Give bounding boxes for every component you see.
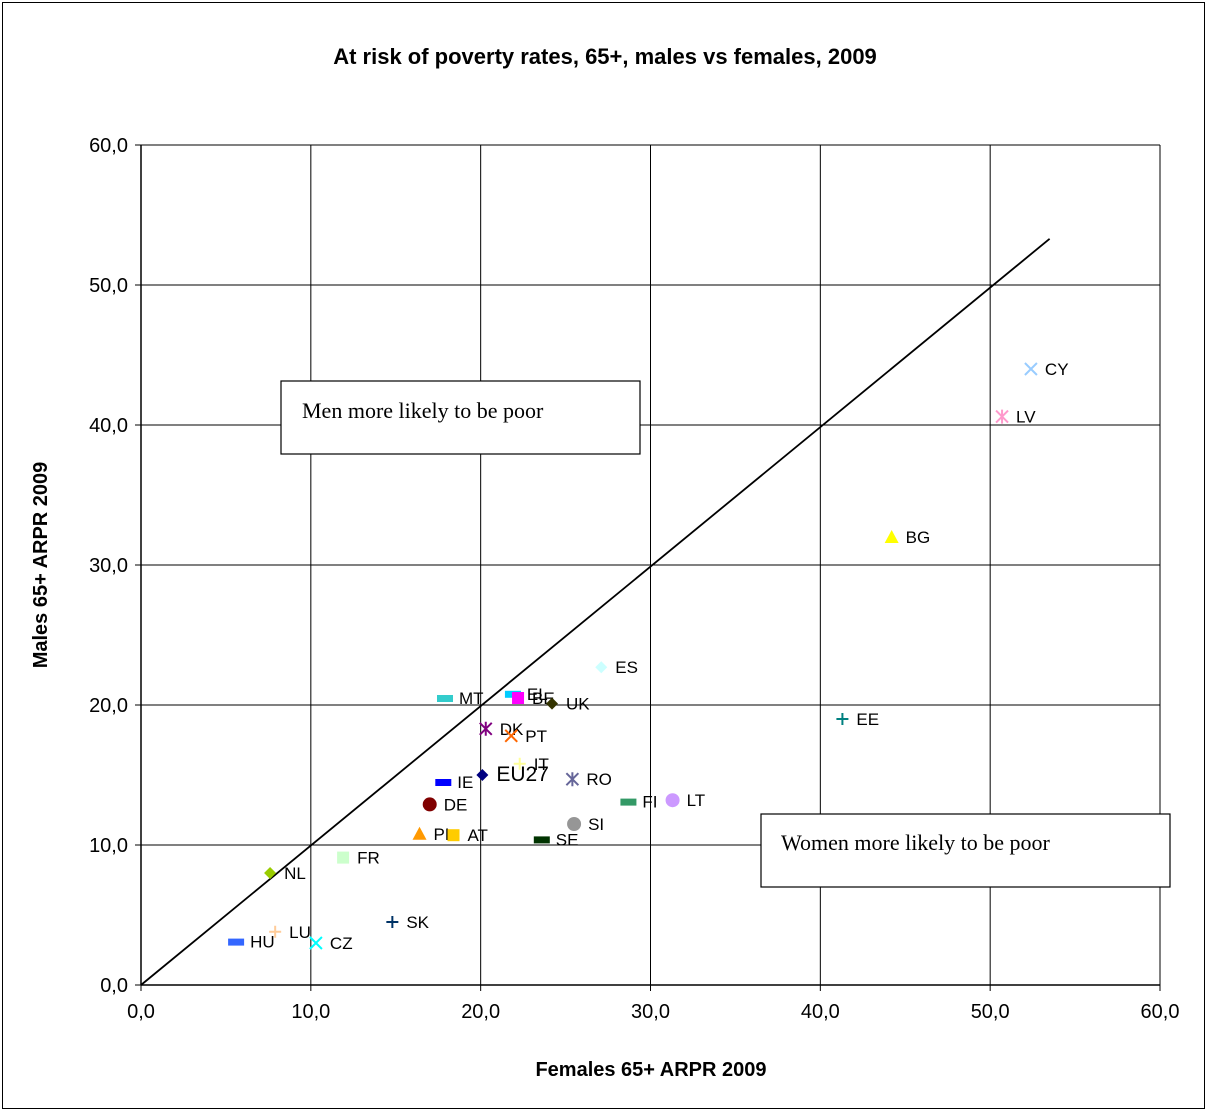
point-label: FR [357,849,380,868]
point-sk: SK [386,913,430,932]
point-label: LV [1016,408,1036,427]
point-label: SI [588,815,604,834]
point-at: AT [447,826,488,845]
point-label: AT [467,826,487,845]
x-tick-label: 0,0 [127,1001,155,1023]
point-bg: BG [884,528,931,547]
annotations: Men more likely to be poor Women more li… [280,380,1171,888]
point-mt: MT [437,689,484,708]
x-tick-label: 50,0 [971,1001,1010,1023]
y-tick-label: 60,0 [89,135,128,157]
y-tick-label: 20,0 [89,695,128,717]
y-tick-label: 30,0 [89,555,128,577]
point-dk: DK [479,720,524,739]
point-nl: NL [264,864,306,883]
point-label: BG [906,528,931,547]
point-lv: LV [995,408,1036,427]
x-tick-label: 10,0 [291,1001,330,1023]
point-fr: FR [337,849,380,868]
x-tick-label: 60,0 [1141,1001,1180,1023]
point-hu: HU [228,933,275,952]
point-label: LT [687,791,706,810]
point-label: CY [1045,360,1069,379]
x-tick-label: 20,0 [461,1001,500,1023]
point-label: EU27 [496,763,549,786]
point-ie: IE [435,773,473,792]
x-tick-label: 40,0 [801,1001,840,1023]
point-fi: FI [620,793,658,812]
tick-labels: 0,0 10,0 20,0 30,0 40,0 50,0 60,0 0,0 10,0 20,0 30… [89,135,1179,1023]
point-ro: RO [565,770,612,789]
point-es: ES [595,658,638,677]
point-label: NL [284,864,306,883]
point-lu: LU [269,923,311,942]
point-label: UK [566,695,590,714]
point-it: IT [513,755,549,774]
point-label: MT [459,689,484,708]
point-label: LU [289,923,311,942]
point-label: FI [642,793,657,812]
y-tick-label: 40,0 [89,415,128,437]
point-label: HU [250,933,275,952]
point-eu27: EU27 [476,763,549,786]
point-label: EL [527,685,548,704]
point-label: IE [457,773,473,792]
y-axis-title: Males 65+ ARPR 2009 [30,462,52,669]
x-tick-label: 30,0 [631,1001,670,1023]
point-label: SK [406,913,429,932]
point-label: ES [615,658,638,677]
point-pt: PT [504,727,547,746]
point-lt: LT [665,791,706,810]
annotation-men-more-likely: Men more likely to be poor [302,398,544,423]
x-axis-title: Females 65+ ARPR 2009 [535,1059,766,1081]
annotation-women-more-likely: Women more likely to be poor [781,830,1051,855]
point-label: EE [856,710,879,729]
y-tick-label: 50,0 [89,275,128,297]
point-label: RO [586,770,612,789]
point-cz: CZ [309,934,353,953]
annotation-box-men [280,380,641,455]
point-cy: CY [1024,360,1069,379]
point-label: CZ [330,934,353,953]
y-tick-label: 10,0 [89,835,128,857]
y-tick-label: 0,0 [100,975,128,997]
point-label: SE [556,830,579,849]
point-se: SE [533,830,579,849]
point-label: PT [525,727,547,746]
equality-line [140,238,1051,986]
chart-title: At risk of poverty rates, 65+, males vs … [333,44,877,69]
point-de: DE [422,795,468,814]
point-label: DE [444,795,468,814]
point-si: SI [567,815,604,834]
point-ee: EE [836,710,879,729]
point-label: DK [500,720,524,739]
annotation-box-women [760,813,1171,888]
point-uk: UK [545,695,590,714]
point-label: IT [534,755,549,774]
